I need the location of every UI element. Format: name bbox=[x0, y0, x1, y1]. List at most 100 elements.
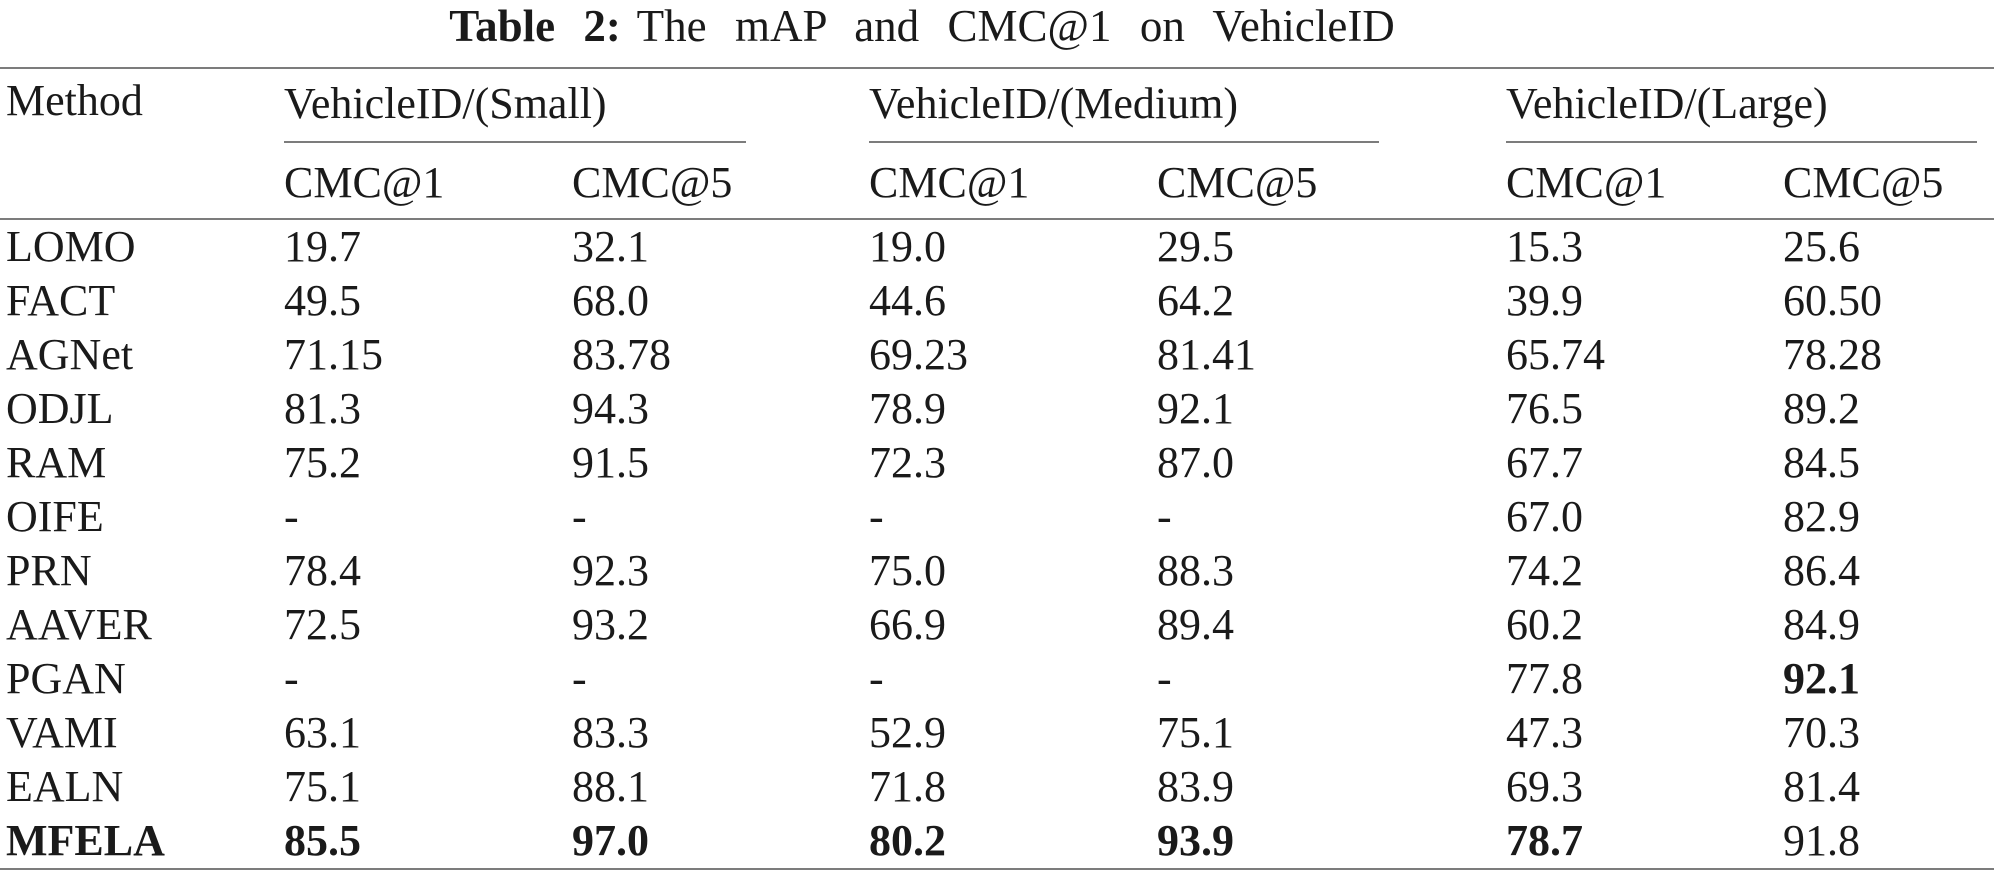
value-cell: 82.9 bbox=[1783, 492, 1861, 541]
value-cell: 19.7 bbox=[284, 222, 361, 271]
value-cell: 52.9 bbox=[869, 708, 947, 757]
value-cell: - bbox=[869, 654, 884, 703]
method-cell: PRN bbox=[6, 546, 92, 595]
value-cell: 15.3 bbox=[1506, 222, 1584, 271]
value-cell: 92.1 bbox=[1783, 654, 1861, 703]
value-cell: 83.78 bbox=[572, 330, 671, 379]
value-cell: 32.1 bbox=[572, 222, 649, 271]
sub-header-small-cmc5: CMC@5 bbox=[572, 158, 733, 207]
value-cell: 83.3 bbox=[572, 708, 649, 757]
value-cell: 80.2 bbox=[869, 816, 947, 865]
value-cell: 81.3 bbox=[284, 384, 361, 433]
value-cell: 67.7 bbox=[1506, 438, 1584, 487]
method-cell: VAMI bbox=[6, 708, 118, 757]
group-header-large: VehicleID/(Large) bbox=[1506, 68, 1994, 143]
value-cell: 69.23 bbox=[869, 330, 969, 379]
method-cell: OIFE bbox=[6, 492, 104, 541]
value-cell: 63.1 bbox=[284, 708, 361, 757]
value-cell: 78.9 bbox=[869, 384, 947, 433]
table-row-odjl: ODJL 81.3 94.3 78.9 92.1 76.5 89.2 bbox=[0, 382, 1994, 436]
value-cell: 70.3 bbox=[1783, 708, 1861, 757]
value-cell: 71.15 bbox=[284, 330, 383, 379]
group-label-small: VehicleID/(Small) bbox=[284, 79, 607, 128]
value-cell: 72.5 bbox=[284, 600, 361, 649]
table-row-mfela: MFELA 85.5 97.0 80.2 93.9 78.7 91.8 bbox=[0, 814, 1994, 869]
value-cell: 74.2 bbox=[1506, 546, 1584, 595]
value-cell: 65.74 bbox=[1506, 330, 1606, 379]
value-cell: 91.5 bbox=[572, 438, 649, 487]
value-cell: 72.3 bbox=[869, 438, 947, 487]
value-cell: 76.5 bbox=[1506, 384, 1584, 433]
value-cell: 67.0 bbox=[1506, 492, 1584, 541]
sub-header-small-cmc1: CMC@1 bbox=[284, 158, 445, 207]
group-underline-large bbox=[1506, 141, 1977, 143]
value-cell: 64.2 bbox=[1157, 276, 1235, 325]
table-row-agnet: AGNet 71.15 83.78 69.23 81.41 65.74 78.2… bbox=[0, 328, 1994, 382]
value-cell: 47.3 bbox=[1506, 708, 1584, 757]
value-cell: 60.50 bbox=[1783, 276, 1883, 325]
table-row-lomo: LOMO 19.7 32.1 19.0 29.5 15.3 25.6 bbox=[0, 219, 1994, 274]
value-cell: 89.4 bbox=[1157, 600, 1235, 649]
value-cell: 89.2 bbox=[1783, 384, 1861, 433]
table-caption: Table 2: The mAP and CMC@1 on VehicleID bbox=[449, 0, 1395, 51]
value-cell: 92.3 bbox=[572, 546, 649, 595]
method-cell: FACT bbox=[6, 276, 116, 325]
value-cell: 93.9 bbox=[1157, 816, 1235, 865]
value-cell: 87.0 bbox=[1157, 438, 1235, 487]
table-row-ram: RAM 75.2 91.5 72.3 87.0 67.7 84.5 bbox=[0, 436, 1994, 490]
group-header-small: VehicleID/(Small) bbox=[284, 68, 869, 143]
method-cell: PGAN bbox=[6, 654, 126, 703]
value-cell: - bbox=[284, 492, 299, 541]
method-cell: RAM bbox=[6, 438, 107, 487]
method-cell: LOMO bbox=[6, 222, 136, 271]
sub-header-row: CMC@1 CMC@5 CMC@1 CMC@5 CMC@1 CMC@5 bbox=[0, 143, 1994, 219]
group-underline-medium bbox=[869, 141, 1379, 143]
group-underline-small bbox=[284, 141, 747, 143]
method-cell: AGNet bbox=[6, 330, 134, 379]
value-cell: - bbox=[869, 492, 884, 541]
value-cell: 81.4 bbox=[1783, 762, 1861, 811]
method-cell: MFELA bbox=[6, 816, 165, 865]
value-cell: 44.6 bbox=[869, 276, 947, 325]
caption-label: Table 2: bbox=[449, 1, 621, 51]
value-cell: 83.9 bbox=[1157, 762, 1235, 811]
value-cell: 69.3 bbox=[1506, 762, 1584, 811]
value-cell: 75.1 bbox=[284, 762, 361, 811]
method-column-header: Method bbox=[6, 76, 143, 125]
value-cell: 91.8 bbox=[1783, 816, 1861, 865]
value-cell: 77.8 bbox=[1506, 654, 1584, 703]
value-cell: 78.7 bbox=[1506, 816, 1584, 865]
value-cell: - bbox=[284, 654, 299, 703]
value-cell: 19.0 bbox=[869, 222, 947, 271]
sub-header-medium-cmc1: CMC@1 bbox=[869, 158, 1030, 207]
value-cell: 84.5 bbox=[1783, 438, 1861, 487]
value-cell: 75.1 bbox=[1157, 708, 1235, 757]
value-cell: 39.9 bbox=[1506, 276, 1584, 325]
method-cell: AAVER bbox=[6, 600, 152, 649]
table-row-prn: PRN 78.4 92.3 75.0 88.3 74.2 86.4 bbox=[0, 544, 1994, 598]
table-row-pgan: PGAN - - - - 77.8 92.1 bbox=[0, 652, 1994, 706]
value-cell: 93.2 bbox=[572, 600, 649, 649]
group-header-row: Method VehicleID/(Small) VehicleID/(Medi… bbox=[0, 68, 1994, 143]
sub-header-medium-cmc5: CMC@5 bbox=[1157, 158, 1318, 207]
value-cell: 81.41 bbox=[1157, 330, 1257, 379]
table-row-ealn: EALN 75.1 88.1 71.8 83.9 69.3 81.4 bbox=[0, 760, 1994, 814]
value-cell: 71.8 bbox=[869, 762, 947, 811]
group-label-large: VehicleID/(Large) bbox=[1506, 79, 1828, 128]
value-cell: 49.5 bbox=[284, 276, 361, 325]
group-label-medium: VehicleID/(Medium) bbox=[869, 79, 1239, 128]
method-cell: ODJL bbox=[6, 384, 114, 433]
value-cell: 60.2 bbox=[1506, 600, 1584, 649]
sub-header-large-cmc5: CMC@5 bbox=[1783, 158, 1944, 207]
value-cell: 66.9 bbox=[869, 600, 947, 649]
value-cell: - bbox=[572, 654, 587, 703]
value-cell: 94.3 bbox=[572, 384, 649, 433]
table-row-vami: VAMI 63.1 83.3 52.9 75.1 47.3 70.3 bbox=[0, 706, 1994, 760]
table-row-aaver: AAVER 72.5 93.2 66.9 89.4 60.2 84.9 bbox=[0, 598, 1994, 652]
value-cell: 75.0 bbox=[869, 546, 947, 595]
value-cell: 85.5 bbox=[284, 816, 361, 865]
group-header-medium: VehicleID/(Medium) bbox=[869, 68, 1506, 143]
value-cell: - bbox=[572, 492, 587, 541]
caption-text: The mAP and CMC@1 on VehicleID bbox=[636, 1, 1395, 51]
value-cell: 97.0 bbox=[572, 816, 649, 865]
